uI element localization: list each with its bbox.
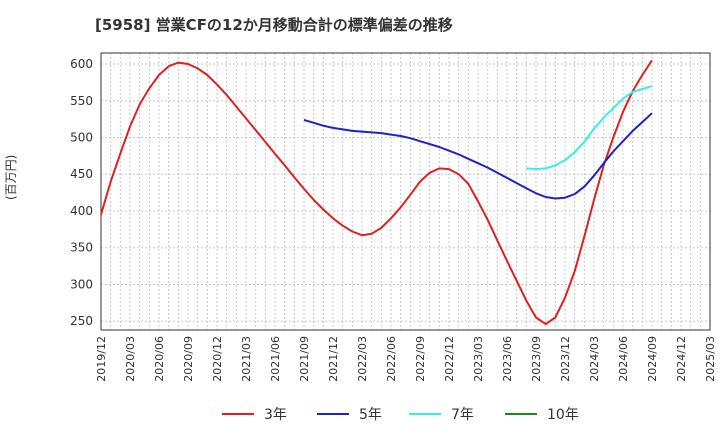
- x-tick-label: 2024/09: [646, 336, 659, 382]
- x-tick-label: 2024/06: [617, 336, 630, 382]
- x-tick-label: 2022/12: [443, 336, 456, 382]
- x-tick-label: 2023/06: [501, 336, 514, 382]
- x-tick-label: 2021/09: [298, 336, 311, 382]
- x-tick-label: 2020/03: [124, 336, 137, 382]
- x-tick-label: 2023/03: [472, 336, 485, 382]
- y-tick-label: 450: [70, 167, 93, 181]
- y-tick-label: 400: [70, 204, 93, 218]
- series-line: [100, 59, 653, 326]
- legend-label: 5年: [359, 407, 382, 423]
- x-tick-label: 2023/12: [559, 336, 572, 382]
- x-tick-label: 2025/03: [704, 336, 717, 382]
- y-tick-label: 300: [70, 277, 93, 291]
- legend-item: 7年: [409, 407, 474, 423]
- series-line: [303, 112, 653, 200]
- y-tick-label: 250: [70, 314, 93, 328]
- chart-title: [5958] 営業CFの12か月移動合計の標準偏差の推移: [95, 16, 453, 34]
- x-tick-label: 2022/06: [385, 336, 398, 382]
- legend-item: 10年: [505, 407, 579, 423]
- plot-area: [101, 53, 710, 330]
- legend-item: 3年: [222, 407, 287, 423]
- x-tick-label: 2022/09: [414, 336, 427, 382]
- x-tick-label: 2020/09: [182, 336, 195, 382]
- x-tick-label: 2019/12: [95, 336, 108, 382]
- y-tick-label: 350: [70, 241, 93, 255]
- x-tick-label: 2020/12: [211, 336, 224, 382]
- x-tick-label: 2024/03: [588, 336, 601, 382]
- x-tick-label: 2021/12: [327, 336, 340, 382]
- plot-frame: [100, 52, 711, 331]
- legend-label: 3年: [264, 407, 287, 423]
- legend-item: 5年: [317, 407, 382, 423]
- y-tick-label: 550: [70, 94, 93, 108]
- legend-label: 10年: [547, 407, 579, 423]
- x-tick-label: 2023/09: [530, 336, 543, 382]
- y-tick-label: 600: [70, 57, 93, 71]
- x-tick-label: 2020/06: [153, 336, 166, 382]
- x-tick-label: 2021/03: [240, 336, 253, 382]
- y-tick-label: 500: [70, 130, 93, 144]
- x-tick-label: 2024/12: [675, 336, 688, 382]
- x-tick-label: 2022/03: [356, 336, 369, 382]
- series-line: [526, 85, 653, 171]
- x-tick-label: 2021/06: [269, 336, 282, 382]
- legend-label: 7年: [451, 407, 474, 423]
